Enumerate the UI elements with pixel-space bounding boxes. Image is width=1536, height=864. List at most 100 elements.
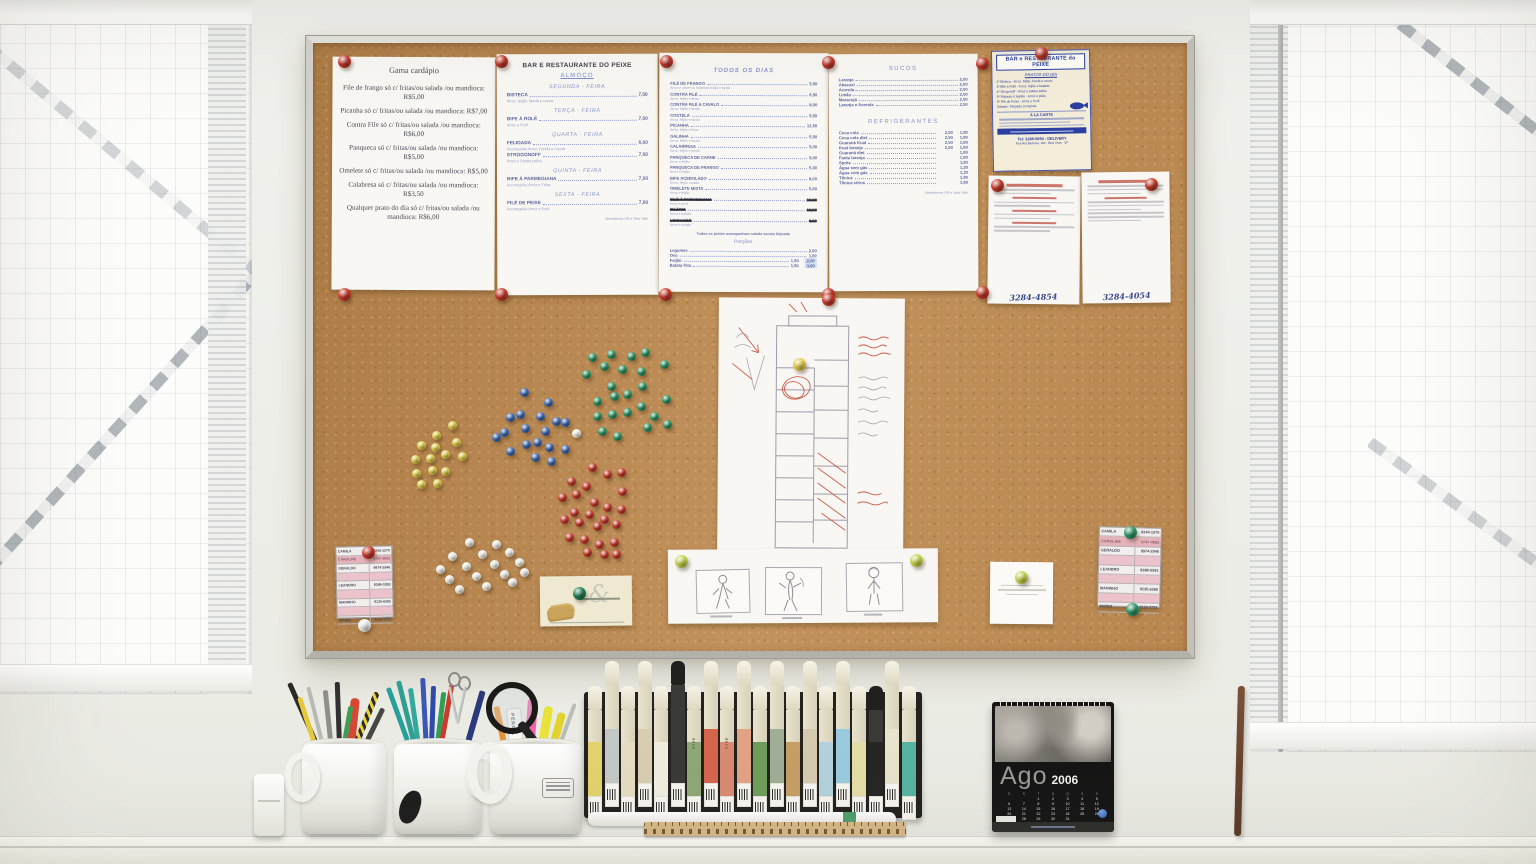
menu-item-row: FEIJOADA 6,50 xyxy=(507,141,648,146)
push-pin-yellow xyxy=(448,421,457,430)
paint-marker xyxy=(637,661,652,807)
marker-color-band xyxy=(819,742,834,796)
dot-leader xyxy=(868,141,936,145)
menu-items: File de frango só c/ fritas/ou salada /o… xyxy=(339,84,489,223)
menu-items: FILÉ DE FRANGO 5,50 Arroz e couve ou milan… xyxy=(670,81,818,227)
paint-marker xyxy=(786,686,801,820)
dish-name: BIFE À PARMEGIANA xyxy=(507,177,557,183)
marker-body xyxy=(753,710,768,742)
sketch-frame xyxy=(695,568,751,615)
calendar-day: 13 xyxy=(1007,807,1012,811)
dish-name: FEIJOADA xyxy=(506,141,532,147)
push-pin-red xyxy=(976,57,989,70)
marker-cap xyxy=(621,686,636,710)
dot-leader xyxy=(687,208,805,212)
push-pin-yellow xyxy=(433,479,442,488)
push-pin-yellow xyxy=(417,480,426,489)
dot-leader xyxy=(853,93,958,97)
calendar-day: 14 xyxy=(1021,807,1026,811)
handwritten-phone: 3284-4054 xyxy=(1102,289,1151,303)
dish-desc: Arroz e salada xyxy=(669,222,692,227)
dish-desc: Arroz, feijão e farofa xyxy=(670,106,700,111)
calendar-day: 20 xyxy=(1007,812,1012,816)
contact-phone xyxy=(1134,598,1159,599)
push-pin-yellow xyxy=(428,466,437,475)
dish-desc: Arroz e Purê xyxy=(506,123,529,128)
dish-desc: Arroz, feijão, farofa e couve xyxy=(506,99,554,104)
push-pin-red xyxy=(565,533,574,542)
marker-color-band xyxy=(654,742,669,796)
illegible-text-line xyxy=(994,213,1075,216)
push-pin-red xyxy=(575,518,584,527)
calendar-photo xyxy=(995,706,1111,762)
push-pin-green xyxy=(627,352,636,361)
mug-logo xyxy=(542,778,574,798)
calendar-day: 18 xyxy=(1080,807,1085,811)
mug-handle[interactable] xyxy=(284,752,320,802)
dot-leader xyxy=(866,151,936,155)
dot-leader xyxy=(713,198,805,201)
marker-body xyxy=(736,685,751,729)
mug-handle[interactable] xyxy=(468,742,512,804)
dish-price: 5,00 xyxy=(809,165,818,171)
calendar-day: 24 xyxy=(1065,812,1070,816)
push-pin-yellow xyxy=(441,467,450,476)
marker-body xyxy=(588,710,603,742)
push-pin-red xyxy=(617,505,626,514)
dish-price: 8,00 xyxy=(808,217,817,223)
marker-cap xyxy=(753,686,768,710)
push-pin-white xyxy=(482,582,491,591)
marker-body xyxy=(802,685,817,729)
push-pin-red xyxy=(976,286,989,299)
marker-barcode-label xyxy=(885,783,900,807)
push-pin-yellow xyxy=(417,441,426,450)
contact-phone: 9747-4893 xyxy=(1140,539,1160,545)
tape-dispenser[interactable] xyxy=(254,774,284,836)
floor-plan-drawing xyxy=(732,301,891,549)
dish-desc: Acompanha Arroz, Farofa e Couve xyxy=(506,147,566,152)
push-pin-blue xyxy=(552,417,561,426)
contact-phone: 9135-6265 xyxy=(1139,586,1159,592)
push-pin-blue xyxy=(522,440,531,449)
marker-cap xyxy=(670,661,685,685)
blind-wand[interactable] xyxy=(1278,0,1283,752)
dish-name: BISTECA xyxy=(506,93,528,99)
dot-leader xyxy=(691,114,808,117)
dot-leader xyxy=(706,82,808,86)
push-pin-white xyxy=(455,585,464,594)
blue-pen[interactable] xyxy=(420,677,429,747)
push-pin-green xyxy=(593,412,602,421)
push-pin-green xyxy=(660,360,669,369)
calendar-day: 7 xyxy=(1022,802,1025,806)
dot-leader xyxy=(856,88,958,92)
illegible-text-line xyxy=(1005,593,1038,596)
refri-price-600: 2,50 xyxy=(944,144,953,150)
dish-desc: Arroz, feijão e farofa xyxy=(670,117,700,122)
menu-item: Picanha só c/ fritas/ou salada /ou mandi… xyxy=(340,106,488,116)
marker-barcode-label xyxy=(637,783,652,807)
calendar-day: 9 xyxy=(1051,802,1054,806)
dot-leader xyxy=(542,202,637,206)
marker-color-band xyxy=(786,742,801,796)
dish-desc: Arroz e couve ou milanesa feijão e farof… xyxy=(670,85,731,90)
push-pin-red xyxy=(612,520,621,529)
magnifying-glass[interactable] xyxy=(486,682,538,734)
suco-row: Laranja e Acerola 2,50 xyxy=(839,102,968,107)
illegible-text-line xyxy=(994,192,1051,195)
marker-barcode-label xyxy=(670,783,685,807)
push-pin-white xyxy=(515,558,524,567)
wooden-stencil-ruler[interactable] xyxy=(644,822,906,836)
marker-body xyxy=(786,710,801,742)
dish-price: 7,50 xyxy=(638,152,648,158)
dot-leader xyxy=(699,93,808,96)
cork-board-frame: Gama cardápio File de frango só c/ frita… xyxy=(305,35,1195,659)
paint-marker xyxy=(835,661,850,807)
navy-marker[interactable] xyxy=(464,690,486,746)
paint-marker xyxy=(621,686,636,820)
sucos-items: Laranja 2,00 Abacaxi 2,00 Acerola 2,00 Limão 2,… xyxy=(839,77,968,107)
push-pin-white xyxy=(462,562,471,571)
menu-item-row: STROGONOFF 7,50 xyxy=(507,153,648,158)
sucos-title: SUCOS xyxy=(888,65,918,73)
